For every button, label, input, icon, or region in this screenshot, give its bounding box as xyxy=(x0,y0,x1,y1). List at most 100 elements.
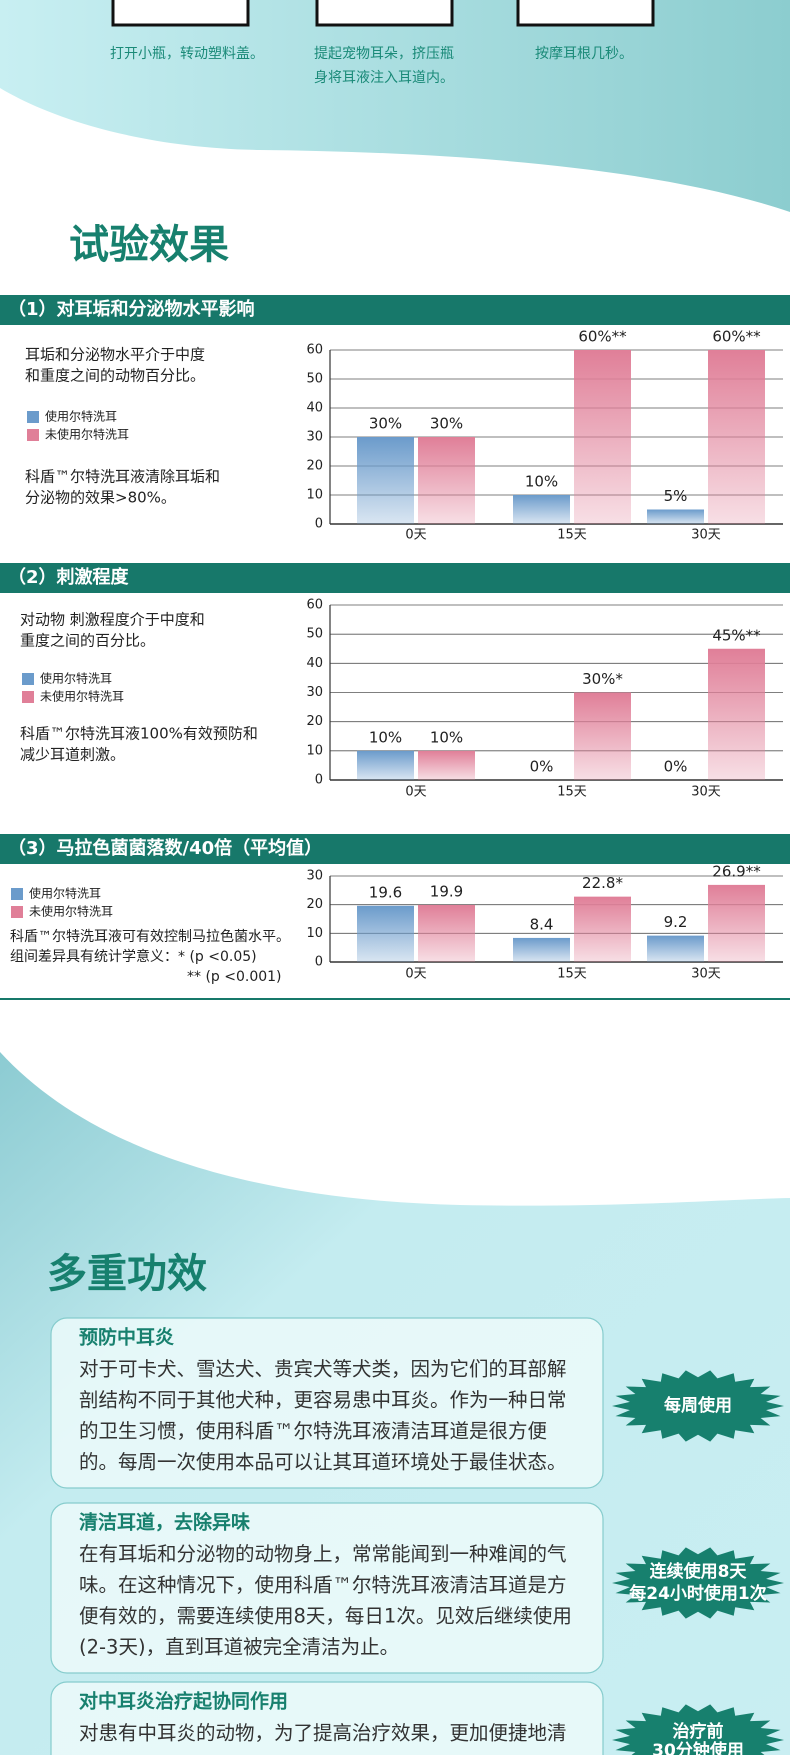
legend-swatch xyxy=(22,673,34,685)
y-tick-label: 40 xyxy=(306,401,323,416)
description: 耳垢和分泌物水平介于中度 xyxy=(25,346,205,364)
value-label: 26.9** xyxy=(712,862,761,880)
bar xyxy=(574,350,631,524)
x-tick-label: 30天 xyxy=(691,785,721,800)
legend-swatch xyxy=(27,411,39,423)
bar xyxy=(357,437,414,524)
bar xyxy=(708,350,765,524)
y-tick-label: 0 xyxy=(315,517,323,532)
benefit-body: 的卫生习惯，使用科盾™尔特洗耳液清洁耳道是很方便 xyxy=(79,1420,547,1443)
value-label: 10% xyxy=(369,728,402,746)
y-tick-label: 0 xyxy=(315,773,323,788)
benefit-body: 味。在这种情况下，使用科盾™尔特洗耳液清洁耳道是方 xyxy=(79,1574,567,1597)
y-tick-label: 20 xyxy=(306,714,323,729)
bar xyxy=(418,437,475,524)
legend-label: 未使用尔特洗耳 xyxy=(45,427,129,442)
section-bar xyxy=(0,295,790,325)
badge-text: 每24小时使用1次 xyxy=(629,1583,767,1604)
section-title: 多重功效 xyxy=(47,1251,207,1297)
step-text: 身将耳液注入耳道内。 xyxy=(314,70,454,86)
value-label: 30% xyxy=(369,415,402,433)
benefit-body: 在有耳垢和分泌物的动物身上，常常能闻到一种难闻的气 xyxy=(79,1543,567,1566)
legend-swatch xyxy=(22,691,34,703)
legend-swatch xyxy=(11,906,23,918)
y-tick-label: 50 xyxy=(306,627,323,642)
x-tick-label: 0天 xyxy=(405,967,426,982)
note: 科盾™尔特洗耳液可有效控制马拉色菌水平。 xyxy=(10,928,290,945)
bar xyxy=(357,905,414,962)
x-tick-label: 30天 xyxy=(691,528,721,543)
legend-swatch xyxy=(11,888,23,900)
benefit-body: 对患有中耳炎的动物，为了提高治疗效果，更加便捷地清 xyxy=(79,1722,567,1745)
value-label: 30%* xyxy=(582,670,623,688)
value-label: 19.6 xyxy=(369,883,402,901)
x-tick-label: 30天 xyxy=(691,967,721,982)
x-tick-label: 15天 xyxy=(557,967,587,982)
benefit-body: 的。每周一次使用本品可以让其耳道环境处于最佳状态。 xyxy=(79,1451,567,1474)
value-label: 60%** xyxy=(712,328,761,346)
step-text: 提起宠物耳朵，挤压瓶 xyxy=(314,46,454,62)
step-icon xyxy=(516,0,655,27)
y-tick-label: 30 xyxy=(306,430,323,445)
section-heading: （3）马拉色菌菌落数/40倍（平均值） xyxy=(8,837,322,859)
step-icon xyxy=(315,0,454,27)
y-tick-label: 10 xyxy=(306,926,323,941)
bar xyxy=(513,937,570,962)
y-tick-label: 10 xyxy=(306,743,323,758)
bar xyxy=(513,495,570,524)
bar xyxy=(574,896,631,962)
step-text: 按摩耳根几秒。 xyxy=(535,45,633,62)
step-text: 打开小瓶，转动塑料盖。 xyxy=(110,45,264,62)
y-tick-label: 50 xyxy=(306,372,323,387)
y-tick-label: 10 xyxy=(306,488,323,503)
bar xyxy=(647,935,704,962)
value-label: 19.9 xyxy=(430,882,463,900)
y-tick-label: 30 xyxy=(306,869,323,884)
value-label: 5% xyxy=(664,487,688,505)
legend-label: 使用尔特洗耳 xyxy=(45,409,117,424)
y-tick-label: 20 xyxy=(306,459,323,474)
value-label: 10% xyxy=(430,728,463,746)
y-tick-label: 40 xyxy=(306,656,323,671)
legend-label: 未使用尔特洗耳 xyxy=(40,689,124,704)
value-label: 30% xyxy=(430,415,463,433)
bar xyxy=(647,509,704,524)
section-bar xyxy=(0,563,790,593)
y-tick-label: 60 xyxy=(306,598,323,613)
legend-label: 使用尔特洗耳 xyxy=(29,886,101,901)
value-label: 22.8* xyxy=(582,874,623,892)
note: 分泌物的效果>80%。 xyxy=(25,489,176,507)
y-tick-label: 20 xyxy=(306,897,323,912)
description: 对动物 刺激程度介于中度和 xyxy=(20,611,205,629)
description: 和重度之间的动物百分比。 xyxy=(25,367,205,385)
badge-text: 连续使用8天 xyxy=(650,1561,748,1582)
benefit-body: 对于可卡犬、雪达犬、贵宾犬等犬类，因为它们的耳部解 xyxy=(79,1358,567,1381)
description: 重度之间的百分比。 xyxy=(20,632,155,650)
badge xyxy=(612,1370,784,1442)
section-bar xyxy=(0,834,790,864)
x-tick-label: 0天 xyxy=(405,785,426,800)
benefit-title: 清洁耳道，去除异味 xyxy=(79,1511,250,1534)
legend-label: 使用尔特洗耳 xyxy=(40,671,112,686)
value-label: 45%** xyxy=(712,626,761,644)
note: 减少耳道刺激。 xyxy=(20,746,125,764)
value-label: 8.4 xyxy=(530,915,554,933)
badge-text: 30分钟使用 xyxy=(652,1740,744,1755)
benefit-body: (2-3天)，直到耳道被完全清洁为止。 xyxy=(79,1636,399,1659)
benefit-title: 预防中耳炎 xyxy=(79,1326,174,1349)
note: ** (p <0.001) xyxy=(187,969,282,985)
value-label: 60%** xyxy=(578,328,627,346)
bar xyxy=(574,692,631,780)
note: 科盾™尔特洗耳液清除耳垢和 xyxy=(25,468,220,486)
x-tick-label: 15天 xyxy=(557,785,587,800)
section-title: 试验效果 xyxy=(69,222,229,268)
section-heading: （2）刺激程度 xyxy=(8,566,130,588)
value-label: 0% xyxy=(530,758,554,776)
benefit-title: 对中耳炎治疗起协同作用 xyxy=(79,1690,288,1713)
badge xyxy=(612,1704,784,1755)
value-label: 9.2 xyxy=(664,913,688,931)
bar xyxy=(708,648,765,780)
value-label: 10% xyxy=(525,473,558,491)
